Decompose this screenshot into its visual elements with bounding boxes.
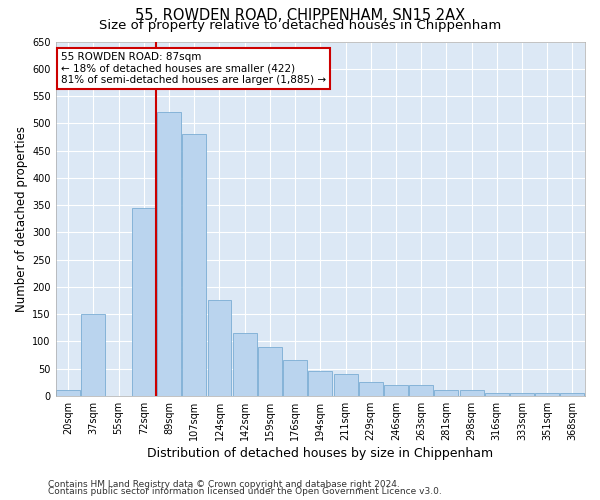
Bar [157,112,181,396]
Bar [485,393,509,396]
Text: 55, ROWDEN ROAD, CHIPPENHAM, SN15 2AX: 55, ROWDEN ROAD, CHIPPENHAM, SN15 2AX [135,8,465,22]
Text: Contains public sector information licensed under the Open Government Licence v3: Contains public sector information licen… [48,487,442,496]
Bar [82,314,106,396]
Bar [208,300,232,396]
Bar [510,393,534,396]
Bar [258,347,282,396]
Bar [182,134,206,396]
Bar [409,385,433,396]
Bar [384,385,408,396]
Bar [560,393,584,396]
Bar [56,390,80,396]
Bar [283,360,307,396]
Text: Size of property relative to detached houses in Chippenham: Size of property relative to detached ho… [99,19,501,32]
Bar [434,390,458,396]
Bar [132,208,156,396]
Bar [535,393,559,396]
X-axis label: Distribution of detached houses by size in Chippenham: Distribution of detached houses by size … [147,447,493,460]
Bar [233,333,257,396]
Text: Contains HM Land Registry data © Crown copyright and database right 2024.: Contains HM Land Registry data © Crown c… [48,480,400,489]
Bar [334,374,358,396]
Y-axis label: Number of detached properties: Number of detached properties [15,126,28,312]
Bar [460,390,484,396]
Bar [359,382,383,396]
Text: 55 ROWDEN ROAD: 87sqm
← 18% of detached houses are smaller (422)
81% of semi-det: 55 ROWDEN ROAD: 87sqm ← 18% of detached … [61,52,326,86]
Bar [308,372,332,396]
